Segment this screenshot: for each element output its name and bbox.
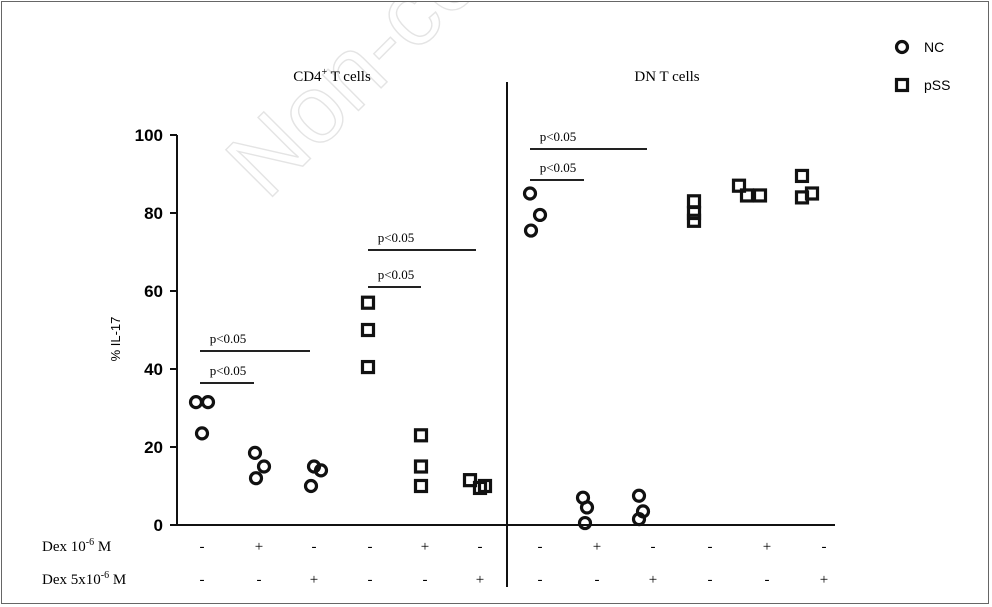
condition-cell: + bbox=[255, 539, 263, 555]
data-markers bbox=[188, 168, 820, 531]
pss-square-marker bbox=[752, 188, 768, 203]
condition-cell: - bbox=[708, 539, 713, 555]
pss-square-marker bbox=[686, 213, 702, 228]
significance-label: p<0.05 bbox=[210, 363, 247, 378]
condition-cell: - bbox=[368, 572, 373, 588]
pss-square-marker bbox=[462, 473, 478, 488]
legend-label: NC bbox=[924, 39, 944, 55]
legend-nc-marker bbox=[894, 39, 910, 55]
significance-label: p<0.05 bbox=[540, 160, 577, 175]
condition-cell: + bbox=[763, 539, 771, 555]
nc-circle-marker bbox=[200, 395, 216, 410]
pss-square-marker bbox=[413, 459, 429, 474]
y-tick-label: 100 bbox=[135, 126, 163, 145]
pss-square-marker bbox=[739, 188, 755, 203]
pss-square-marker bbox=[413, 478, 429, 494]
y-tick-label: 60 bbox=[144, 282, 163, 301]
pss-square-marker bbox=[360, 322, 376, 338]
significance-label: p<0.05 bbox=[378, 267, 415, 282]
significance-label: p<0.05 bbox=[540, 129, 577, 144]
condition-cell: - bbox=[538, 572, 543, 588]
pss-square-marker bbox=[804, 186, 820, 201]
y-tick-label: 80 bbox=[144, 204, 163, 223]
condition-cell: - bbox=[257, 572, 262, 588]
significance-label: p<0.05 bbox=[210, 331, 247, 346]
pss-square-marker bbox=[477, 478, 493, 494]
condition-cell: + bbox=[649, 572, 657, 588]
watermark-text: Non-co bbox=[206, 2, 500, 217]
condition-cell: - bbox=[312, 539, 317, 555]
significance-label: p<0.05 bbox=[378, 230, 415, 245]
nc-circle-marker bbox=[532, 207, 548, 223]
y-tick-label: 40 bbox=[144, 360, 163, 379]
nc-circle-marker bbox=[631, 512, 647, 527]
condition-cell: - bbox=[651, 539, 656, 555]
condition-row-label: Dex 5x10-6 M bbox=[42, 570, 126, 588]
axes-layer: 0 20 40 60 80 100 % IL-17 bbox=[108, 82, 835, 587]
legend-pss-marker bbox=[894, 77, 910, 93]
nc-circle-marker bbox=[523, 223, 539, 238]
nc-circle-marker bbox=[248, 471, 264, 486]
condition-cell: + bbox=[593, 539, 601, 555]
pss-square-marker bbox=[360, 359, 376, 375]
pss-square-marker bbox=[686, 205, 702, 221]
condition-cell: - bbox=[478, 539, 483, 555]
nc-circle-marker bbox=[256, 459, 272, 474]
pss-square-marker bbox=[731, 178, 747, 193]
condition-cell: - bbox=[200, 539, 205, 555]
y-axis-label: % IL-17 bbox=[108, 317, 123, 362]
condition-cell: - bbox=[423, 572, 428, 588]
condition-cell: - bbox=[822, 539, 827, 555]
pss-square-marker bbox=[794, 168, 810, 184]
panel-titles: CD4+ T cells DN T cells bbox=[293, 67, 700, 85]
condition-cell: - bbox=[708, 572, 713, 588]
panel-title: CD4+ T cells bbox=[293, 67, 371, 85]
condition-table: Dex 10-6 M - + - - + - - + - - + - Dex 5x10-6 M - - + - - +… bbox=[42, 537, 828, 588]
legend-label: pSS bbox=[924, 77, 950, 93]
pss-square-marker bbox=[360, 295, 376, 310]
y-tick-label: 20 bbox=[144, 438, 163, 457]
condition-cell: + bbox=[476, 572, 484, 588]
condition-cell: - bbox=[765, 572, 770, 588]
condition-cell: + bbox=[310, 572, 318, 588]
condition-cell: - bbox=[368, 539, 373, 555]
legend: NC pSS bbox=[894, 39, 950, 93]
condition-cell: + bbox=[421, 539, 429, 555]
panel-title: DN T cells bbox=[634, 69, 699, 85]
nc-circle-marker bbox=[522, 186, 538, 201]
condition-cell: - bbox=[538, 539, 543, 555]
nc-circle-marker bbox=[188, 395, 204, 410]
nc-circle-marker bbox=[631, 488, 647, 503]
nc-circle-marker bbox=[577, 515, 593, 531]
nc-circle-marker bbox=[313, 463, 329, 478]
condition-row-label: Dex 10-6 M bbox=[42, 537, 111, 555]
condition-cell: - bbox=[200, 572, 205, 588]
nc-circle-marker bbox=[194, 426, 210, 441]
y-tick-label: 0 bbox=[154, 516, 163, 535]
nc-circle-marker bbox=[303, 478, 319, 494]
pss-square-marker bbox=[686, 194, 702, 209]
nc-circle-marker bbox=[579, 500, 595, 515]
condition-cell: + bbox=[820, 572, 828, 588]
pss-square-marker bbox=[413, 428, 429, 443]
nc-circle-marker bbox=[247, 445, 263, 460]
condition-cell: - bbox=[595, 572, 600, 588]
significance-brackets: p<0.05 p<0.05 p<0.05 p<0.05 p<0.05 p<0.05 bbox=[200, 129, 647, 384]
